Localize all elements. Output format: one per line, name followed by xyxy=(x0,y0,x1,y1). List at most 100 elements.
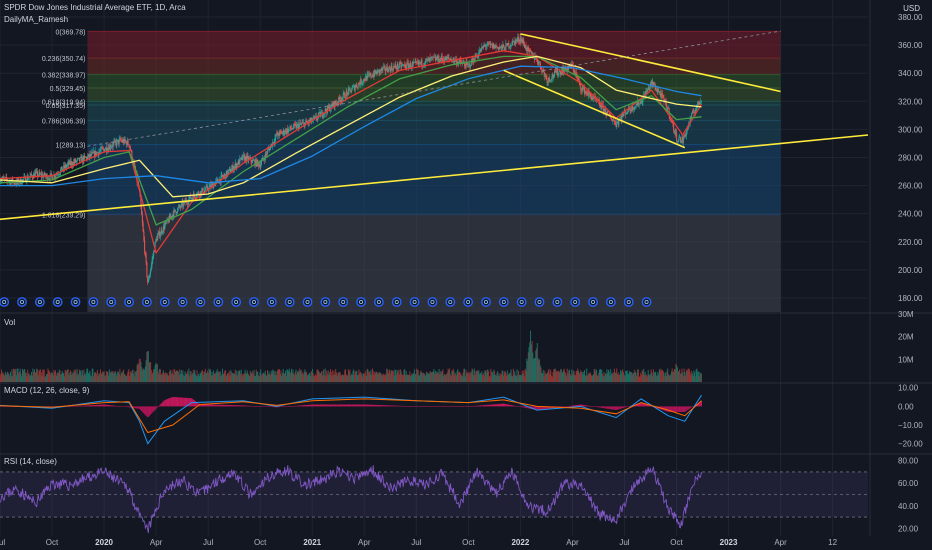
macd-histogram-bar xyxy=(162,401,164,407)
candle-body xyxy=(407,62,409,64)
volume-bar xyxy=(164,374,166,382)
volume-bar xyxy=(33,369,35,382)
event-markers[interactable] xyxy=(0,297,652,307)
macd-histogram-bar xyxy=(676,406,678,412)
volume-bar xyxy=(314,375,316,382)
volume-bar xyxy=(88,372,90,382)
candle-body xyxy=(312,117,314,121)
volume-bar xyxy=(454,375,456,382)
volume-bar xyxy=(127,371,129,382)
volume-bar xyxy=(477,371,479,382)
dividend-marker-dot xyxy=(109,299,114,304)
volume-bar xyxy=(264,373,266,382)
volume-bar xyxy=(279,369,281,382)
candle-body xyxy=(48,178,50,180)
macd-histogram-bar xyxy=(644,404,646,407)
volume-bar xyxy=(482,373,484,382)
macd-histogram-bar xyxy=(253,406,255,407)
volume-bar xyxy=(672,371,674,382)
candle-body xyxy=(147,278,149,283)
volume-bar xyxy=(572,370,574,382)
volume-bar xyxy=(89,370,91,382)
volume-bar xyxy=(571,369,573,382)
candle-body xyxy=(18,182,20,184)
candle-body xyxy=(604,108,606,110)
candle-body xyxy=(652,81,654,85)
candle-body xyxy=(445,56,447,61)
candle-body xyxy=(342,93,344,98)
volume-bar xyxy=(471,368,473,382)
volume-bar xyxy=(328,375,330,382)
macd-histogram-bar xyxy=(664,406,667,412)
volume-bar xyxy=(396,369,398,382)
y-tick-label: 360.00 xyxy=(898,41,923,50)
volume-bar xyxy=(215,372,217,382)
volume-bar xyxy=(521,375,523,382)
rsi-label[interactable]: RSI (14, close) xyxy=(4,457,57,466)
symbol-title[interactable]: SPDR Dow Jones Industrial Average ETF, 1… xyxy=(4,3,186,12)
volume-bar xyxy=(186,370,188,382)
volume-bar xyxy=(604,376,606,382)
candle-body xyxy=(501,45,503,49)
volume-bar xyxy=(694,371,696,382)
macd-histogram-bar xyxy=(80,405,82,407)
macd-histogram-bar xyxy=(154,406,156,410)
candle-body xyxy=(524,44,526,48)
volume-bar xyxy=(302,374,304,382)
volume-bar xyxy=(557,371,559,382)
volume-bar xyxy=(621,370,623,382)
volume-bar xyxy=(174,368,176,382)
candle-body xyxy=(326,105,328,114)
volume-bar xyxy=(382,375,384,382)
indicator-label[interactable]: DailyMA_Ramesh xyxy=(4,15,69,24)
macd-histogram-bar xyxy=(402,405,405,407)
volume-bar xyxy=(149,362,151,382)
macd-histogram-bar xyxy=(627,406,629,407)
dividend-marker-icon xyxy=(34,297,45,307)
volume-bar xyxy=(258,375,260,382)
volume-bar xyxy=(14,370,16,382)
volume-bar xyxy=(126,376,128,382)
volume-bar xyxy=(280,370,282,382)
candle-body xyxy=(573,70,575,72)
candle-body xyxy=(60,166,62,170)
volume-bar xyxy=(515,375,517,382)
candle-body xyxy=(228,168,230,170)
fibonacci-retracement[interactable]: 0(369.78)0.236(350.74)0.382(338.97)0.5(3… xyxy=(42,29,781,312)
macd-histogram-bar xyxy=(135,406,137,409)
volume-bar xyxy=(248,375,250,382)
macd-histogram-bar xyxy=(100,404,102,407)
volume-bar xyxy=(506,375,508,382)
candle-body xyxy=(249,158,251,159)
macd-histogram-bar xyxy=(320,404,323,407)
volume-bar xyxy=(272,369,274,382)
macd-histogram-bar xyxy=(651,406,653,407)
macd-histogram-bar xyxy=(563,406,565,407)
volume-bar xyxy=(369,374,371,382)
macd-histogram-bar xyxy=(686,406,688,411)
macd-histogram-bar xyxy=(108,405,110,407)
macd-tick-label: 0.00 xyxy=(898,402,914,411)
volume-bar xyxy=(457,369,459,382)
volume-bar xyxy=(443,375,445,382)
candle-body xyxy=(318,112,320,114)
volume-bar xyxy=(610,373,612,382)
dividend-marker-dot xyxy=(323,299,328,304)
trendlines[interactable] xyxy=(0,30,869,221)
candle-body xyxy=(235,163,237,168)
volume-bar xyxy=(79,371,81,382)
candle-body xyxy=(697,101,699,105)
volume-bar xyxy=(588,372,590,382)
x-tick-label: Oct xyxy=(670,538,683,547)
candle-body xyxy=(149,273,151,279)
macd-histogram-bar xyxy=(603,406,605,409)
volume-bar xyxy=(446,372,448,382)
volume-label[interactable]: Vol xyxy=(4,318,16,327)
candle-body xyxy=(63,165,65,169)
macd-histogram-bar xyxy=(101,404,103,407)
macd-histogram-bar xyxy=(454,406,456,407)
macd-histogram-bar xyxy=(137,406,139,409)
volume-bar xyxy=(205,372,207,382)
macd-label[interactable]: MACD (12, 26, close, 9) xyxy=(4,386,90,395)
